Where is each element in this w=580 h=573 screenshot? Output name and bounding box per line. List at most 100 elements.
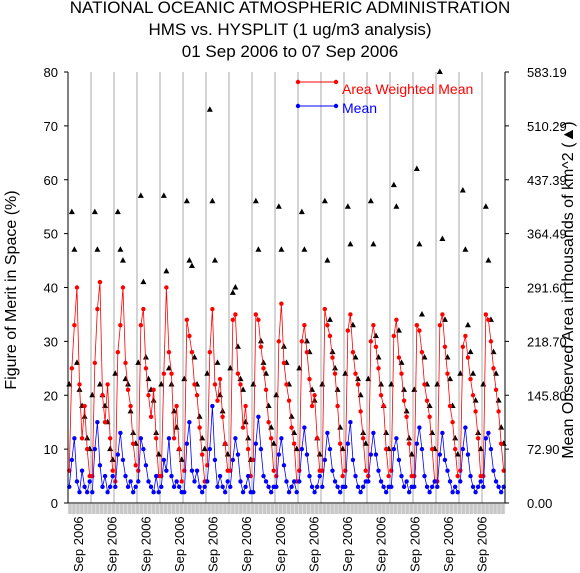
awm-point bbox=[312, 393, 317, 398]
mean-point bbox=[251, 490, 256, 495]
area-marker bbox=[191, 354, 198, 360]
awm-point bbox=[463, 333, 468, 339]
mean-point bbox=[435, 484, 440, 490]
y-tick-label: 30 bbox=[44, 334, 58, 349]
mean-point bbox=[120, 457, 126, 463]
area-marker bbox=[122, 375, 129, 382]
mean-point bbox=[256, 414, 261, 419]
mean-point bbox=[345, 441, 351, 446]
awm-point bbox=[187, 333, 192, 339]
area-marker bbox=[260, 359, 267, 365]
mean-point bbox=[169, 473, 174, 479]
area-marker bbox=[204, 370, 211, 376]
awm-point bbox=[496, 409, 501, 414]
awm-point bbox=[92, 360, 98, 366]
mean-point bbox=[192, 479, 197, 484]
awm-point bbox=[113, 479, 118, 484]
area-marker bbox=[91, 208, 98, 215]
mean-point bbox=[473, 490, 478, 495]
awm-point bbox=[378, 393, 384, 398]
area-marker bbox=[393, 203, 400, 209]
awm-point bbox=[251, 457, 256, 463]
y2-tick-label: 583.19 bbox=[527, 65, 567, 80]
mean-point bbox=[498, 490, 504, 495]
mean-point bbox=[465, 452, 471, 457]
mean-point bbox=[189, 468, 195, 473]
mean-point bbox=[143, 463, 149, 468]
area-marker bbox=[130, 429, 137, 435]
mean-point bbox=[429, 484, 435, 490]
area-marker bbox=[265, 402, 272, 409]
awm-point bbox=[330, 355, 335, 360]
x-tick-labels: Sep 2006 Sep 2006 Sep 2006 Sep 2006 Sep 2006… bbox=[71, 516, 489, 572]
area-marker bbox=[367, 197, 374, 204]
area-marker bbox=[296, 364, 303, 371]
area-marker bbox=[464, 321, 471, 328]
area-marker bbox=[273, 391, 280, 398]
awm-point bbox=[325, 323, 330, 328]
awm-point bbox=[253, 312, 259, 317]
awm-point bbox=[383, 446, 389, 452]
awm-point bbox=[366, 473, 371, 479]
area-markers-series bbox=[66, 68, 507, 462]
area-marker bbox=[84, 434, 91, 441]
area-marker bbox=[81, 413, 88, 419]
awm-point bbox=[95, 306, 100, 312]
awm-point bbox=[176, 446, 182, 452]
awm-point bbox=[424, 398, 430, 403]
mean-point bbox=[148, 484, 154, 490]
awm-point bbox=[475, 436, 481, 441]
area-marker bbox=[482, 203, 489, 209]
mean-point bbox=[432, 479, 437, 484]
mean-point bbox=[128, 479, 133, 484]
mean-point bbox=[312, 490, 317, 495]
x-tick-label: Sep 2006 bbox=[273, 516, 288, 572]
y-tick-label: 80 bbox=[44, 65, 58, 80]
awm-point bbox=[450, 419, 455, 425]
awm-point bbox=[222, 441, 228, 446]
mean-point bbox=[371, 430, 376, 436]
mean-point bbox=[176, 484, 182, 490]
mean-point bbox=[153, 473, 159, 479]
area-marker bbox=[383, 429, 390, 435]
awm-point bbox=[445, 371, 450, 376]
area-marker bbox=[94, 246, 101, 252]
mean-point bbox=[330, 468, 335, 473]
awm-point bbox=[118, 323, 123, 328]
area-marker bbox=[119, 257, 126, 263]
legend-awm-marker-end bbox=[333, 79, 339, 85]
mean-point bbox=[107, 484, 113, 490]
x-axis-band bbox=[67, 504, 506, 514]
mean-point bbox=[496, 484, 501, 490]
area-marker bbox=[288, 413, 295, 419]
area-marker bbox=[140, 278, 147, 285]
awm-point bbox=[115, 349, 121, 355]
area-marker bbox=[240, 386, 247, 392]
area-marker bbox=[301, 246, 308, 252]
awm-point bbox=[491, 366, 496, 371]
y-tick-label: 60 bbox=[44, 173, 58, 188]
area-marker bbox=[495, 397, 502, 403]
mean-point bbox=[207, 446, 213, 452]
mean-point bbox=[166, 436, 172, 441]
area-marker bbox=[196, 413, 203, 419]
mean-point bbox=[437, 452, 443, 457]
area-marker bbox=[245, 434, 252, 441]
awm-point bbox=[138, 323, 144, 328]
mean-line-segment bbox=[275, 438, 298, 494]
awm-point bbox=[240, 425, 246, 430]
awm-point bbox=[238, 382, 243, 387]
mean-point bbox=[130, 490, 136, 495]
x-tick-label: Sep 2006 bbox=[306, 516, 321, 572]
mean-point bbox=[110, 473, 115, 479]
mean-point bbox=[115, 452, 121, 457]
area-marker bbox=[163, 267, 170, 274]
area-marker bbox=[319, 380, 326, 387]
mean-point bbox=[302, 425, 307, 430]
awm-point bbox=[481, 473, 486, 479]
area-marker bbox=[125, 380, 132, 387]
mean-point bbox=[478, 479, 483, 484]
awm-point bbox=[194, 393, 200, 398]
awm-point bbox=[217, 376, 223, 382]
awm-point bbox=[406, 441, 412, 446]
